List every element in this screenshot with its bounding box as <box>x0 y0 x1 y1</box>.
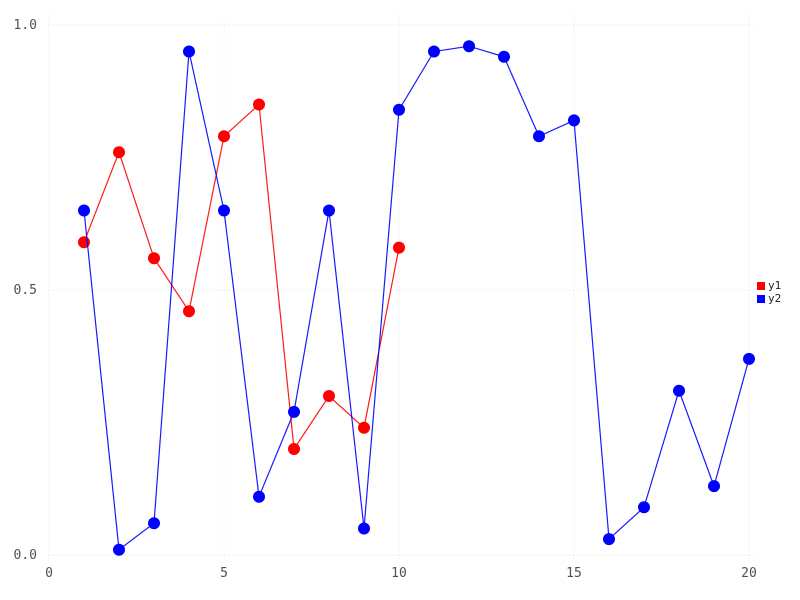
legend-item-y1: y1 <box>757 280 781 292</box>
legend: y1 y2 <box>757 280 781 305</box>
data-point-y2 <box>253 490 265 503</box>
x-axis-tick-label: 20 <box>741 566 757 581</box>
data-point-y2 <box>323 204 335 217</box>
x-axis-tick-label: 5 <box>220 566 228 581</box>
data-point-y2 <box>183 45 195 58</box>
y-axis-tick-label: 1.0 <box>14 18 37 33</box>
data-point-y2 <box>393 103 405 116</box>
data-point-y1 <box>148 252 160 265</box>
series-line-y2 <box>83 45 750 551</box>
data-point-y2 <box>288 405 300 418</box>
data-point-y2 <box>218 204 230 217</box>
x-axis-tick-label: 15 <box>566 566 582 581</box>
legend-item-y2: y2 <box>757 293 781 305</box>
y-axis-tick-label: 0.0 <box>14 548 37 563</box>
legend-label-y1: y1 <box>768 279 782 292</box>
data-point-y2 <box>673 384 685 397</box>
legend-label-y2: y2 <box>768 292 782 305</box>
data-point-y2 <box>638 501 650 514</box>
data-point-y2 <box>533 130 545 143</box>
data-point-y2 <box>463 40 475 53</box>
data-point-y1 <box>393 241 405 254</box>
data-point-y2 <box>603 533 615 546</box>
data-point-y1 <box>358 421 370 434</box>
data-point-y1 <box>323 390 335 402</box>
data-point-y1 <box>218 130 230 143</box>
data-point-y2 <box>743 352 755 365</box>
x-axis-tick-label: 0 <box>45 566 53 581</box>
data-point-y1 <box>183 305 195 318</box>
data-point-y2 <box>498 50 510 63</box>
data-point-y1 <box>288 443 300 455</box>
legend-swatch-y1 <box>757 282 765 290</box>
data-point-y2 <box>428 45 440 58</box>
legend-swatch-y2 <box>757 295 765 303</box>
data-point-y2 <box>148 517 160 530</box>
y-axis-tick-label: 0.5 <box>14 283 37 298</box>
data-point-y1 <box>253 98 265 111</box>
data-point-y2 <box>568 114 580 127</box>
series-line-y1 <box>83 103 400 451</box>
data-point-y2 <box>78 204 90 217</box>
data-point-y2 <box>113 543 125 556</box>
data-point-y1 <box>113 146 125 159</box>
data-point-y2 <box>358 522 370 535</box>
x-axis-tick-label: 10 <box>391 566 407 581</box>
data-point-y2 <box>708 480 720 493</box>
